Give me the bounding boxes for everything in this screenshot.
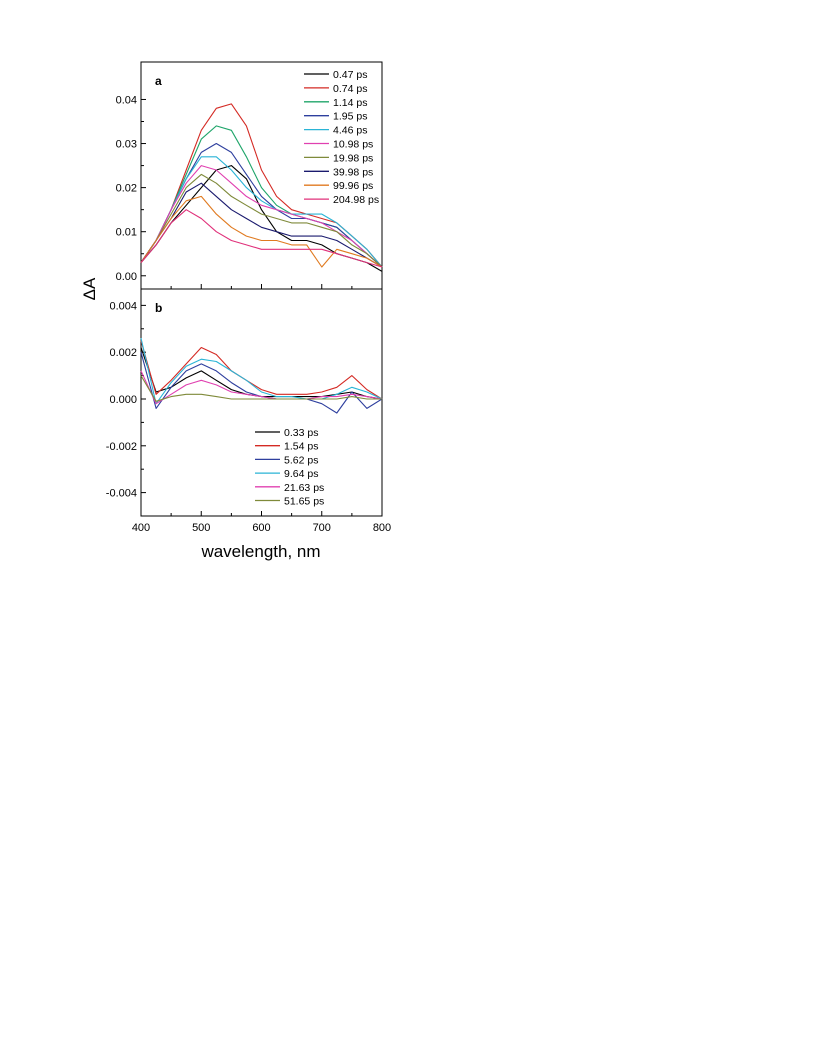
y-tick-label: 0.04 <box>116 94 137 106</box>
series-line <box>140 375 382 402</box>
plot-frame <box>140 288 383 517</box>
x-axis-label: wavelength, nm <box>200 542 320 561</box>
y-tick-label: 0.000 <box>109 394 137 406</box>
legend-label: 21.63 ps <box>284 482 324 494</box>
legend-label: 19.98 ps <box>333 152 373 164</box>
legend-label: 1.95 ps <box>333 111 367 123</box>
y-tick-label: 0.002 <box>109 347 137 359</box>
y-tick-label: -0.004 <box>106 488 137 500</box>
series-line <box>140 165 383 268</box>
legend-label: 0.74 ps <box>333 83 367 95</box>
legend-label: 9.64 ps <box>284 468 318 480</box>
panel-letter: a <box>155 74 162 88</box>
series-line <box>140 337 383 405</box>
y-axis-label: ΔA <box>80 277 99 300</box>
panel-a: 0.00 0.01 0.02 0.03 0.04 a 0.47 ps 0.74 ps 1.14 … <box>116 61 383 290</box>
panel-b: -0.004 -0.002 0.000 0.002 0.004 400 500 600 700 8… <box>106 288 391 534</box>
series-line <box>140 195 383 268</box>
series-line <box>140 182 383 268</box>
panel-letter: b <box>155 301 162 315</box>
x-tick-label: 400 <box>132 522 150 534</box>
x-tick-label: 800 <box>373 522 391 534</box>
legend-label: 4.46 ps <box>333 125 367 137</box>
legend-label: 204.98 ps <box>333 194 379 206</box>
x-tick-label: 600 <box>252 522 270 534</box>
y-tick-label: 0.01 <box>116 227 137 239</box>
legend-label: 1.54 ps <box>284 441 318 453</box>
series-line <box>140 340 383 400</box>
y-tick-label: 0.03 <box>116 139 137 151</box>
x-tick-label: 700 <box>313 522 331 534</box>
legend-label: 1.14 ps <box>333 97 367 109</box>
legend-label: 99.96 ps <box>333 180 373 192</box>
legend-label: 5.62 ps <box>284 454 318 466</box>
legend-label: 39.98 ps <box>333 166 373 178</box>
series-line <box>140 209 383 268</box>
y-tick-label: 0.00 <box>116 271 137 283</box>
legend-label: 10.98 ps <box>333 139 373 151</box>
legend-label: 0.33 ps <box>284 427 318 439</box>
series-line <box>140 370 383 405</box>
series-line <box>140 173 383 268</box>
x-tick-label: 500 <box>192 522 210 534</box>
y-tick-label: 0.004 <box>109 300 137 312</box>
y-tick-label: -0.002 <box>106 441 137 453</box>
series-line <box>140 352 383 414</box>
legend-label: 51.65 ps <box>284 496 324 508</box>
y-tick-label: 0.02 <box>116 183 137 195</box>
legend-label: 0.47 ps <box>333 69 367 81</box>
series-line <box>140 156 383 268</box>
